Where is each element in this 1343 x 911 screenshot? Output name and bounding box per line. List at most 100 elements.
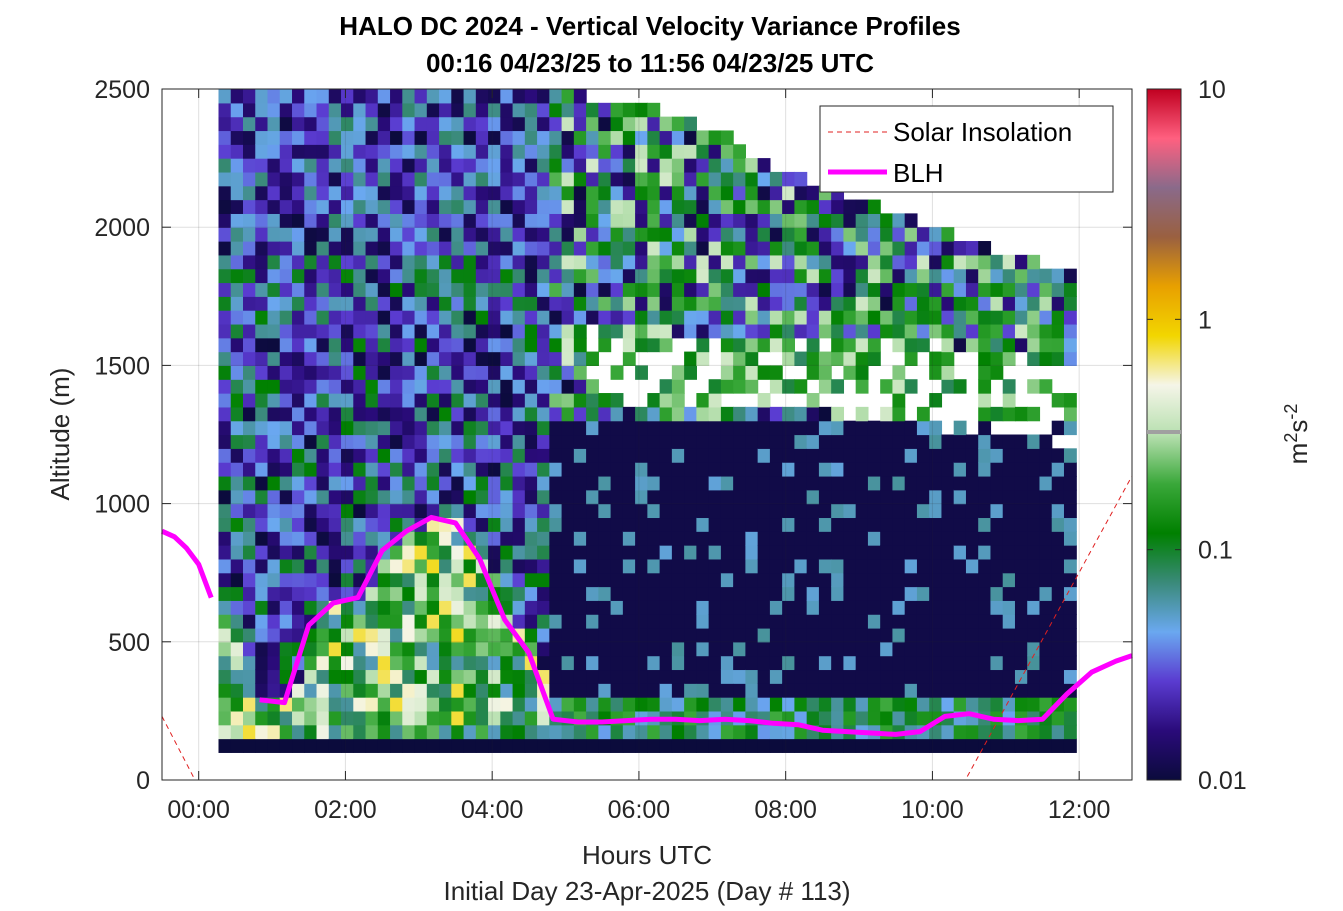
heatmap-cell: [720, 171, 734, 187]
heatmap-cell: [365, 254, 379, 270]
heatmap-cell: [610, 254, 624, 270]
heatmap-cell: [328, 171, 342, 187]
heatmap-cell: [377, 614, 391, 629]
heatmap-cell: [892, 462, 906, 477]
heatmap-cell: [1051, 268, 1065, 284]
heatmap-cell: [745, 323, 759, 339]
heatmap-cell: [831, 489, 845, 505]
heatmap-cell: [818, 420, 832, 436]
heatmap-cell: [341, 627, 354, 643]
heatmap-cell: [806, 434, 820, 449]
heatmap-cell: [304, 683, 318, 698]
heatmap-cell: [414, 337, 428, 353]
heatmap-cell: [365, 171, 379, 187]
heatmap-cell: [769, 282, 783, 297]
heatmap-cell: [953, 531, 967, 546]
heatmap-cell: [647, 448, 661, 463]
heatmap-cell: [475, 724, 489, 740]
heatmap-cell: [941, 351, 955, 366]
heatmap-cell: [353, 185, 367, 201]
heatmap-cell: [439, 683, 452, 698]
heatmap-cell: [304, 130, 318, 145]
heatmap-cell: [414, 710, 428, 726]
heatmap-cell: [904, 503, 918, 519]
heatmap-cell: [292, 406, 305, 422]
heatmap-cell: [341, 282, 354, 297]
heatmap-cell: [230, 227, 244, 242]
heatmap-cell: [573, 572, 587, 588]
heatmap-cell: [561, 89, 575, 104]
heatmap-cell: [500, 365, 514, 380]
heatmap-cell: [292, 144, 305, 159]
heatmap-cell: [892, 710, 906, 726]
heatmap-cell: [475, 116, 489, 132]
heatmap-cell: [1039, 475, 1053, 491]
heatmap-cell: [255, 724, 269, 740]
heatmap-cell: [965, 738, 979, 753]
heatmap-cell: [463, 710, 477, 726]
heatmap-cell: [267, 337, 281, 353]
heatmap-cell: [377, 517, 391, 532]
heatmap-cell: [586, 475, 599, 491]
heatmap-cell: [279, 296, 293, 311]
heatmap-cell: [953, 434, 967, 449]
heatmap-cell: [353, 669, 367, 684]
heatmap-cell: [1002, 434, 1016, 449]
heatmap-cell: [941, 227, 955, 242]
heatmap-cell: [916, 227, 930, 242]
heatmap-cell: [818, 241, 832, 256]
heatmap-cell: [769, 586, 783, 601]
heatmap-cell: [635, 199, 648, 214]
heatmap-cell: [684, 296, 697, 311]
heatmap-cell: [524, 503, 538, 519]
heatmap-cell: [818, 697, 832, 712]
heatmap-cell: [806, 697, 820, 712]
heatmap-cell: [1039, 738, 1053, 753]
heatmap-cell: [353, 475, 367, 491]
heatmap-cell: [696, 545, 710, 560]
heatmap-cell: [745, 185, 759, 201]
heatmap-cell: [218, 489, 232, 505]
heatmap-cell: [279, 116, 293, 132]
heatmap-cell: [598, 227, 612, 242]
heatmap-cell: [659, 337, 673, 353]
heatmap-cell: [549, 627, 563, 643]
heatmap-cell: [549, 323, 563, 339]
heatmap-cell: [218, 586, 232, 601]
heatmap-cell: [929, 489, 943, 505]
heatmap-cell: [414, 351, 428, 366]
heatmap-cell: [696, 393, 710, 408]
heatmap-cell: [916, 710, 930, 726]
heatmap-cell: [904, 213, 918, 228]
heatmap-cell: [243, 475, 256, 491]
heatmap-cell: [782, 462, 795, 477]
heatmap-cell: [757, 171, 771, 187]
heatmap-cell: [671, 572, 685, 588]
heatmap-cell: [402, 558, 416, 574]
heatmap-cell: [524, 268, 538, 284]
heatmap-cell: [328, 241, 342, 256]
heatmap-cell: [402, 102, 416, 118]
heatmap-cell: [292, 600, 305, 615]
heatmap-cell: [916, 462, 930, 477]
heatmap-cell: [965, 683, 979, 698]
heatmap-cell: [965, 572, 979, 588]
heatmap-cell: [304, 462, 318, 477]
heatmap-cell: [292, 697, 305, 712]
heatmap-cell: [818, 655, 832, 671]
heatmap-cell: [377, 406, 391, 422]
heatmap-cell: [782, 641, 795, 657]
heatmap-cell: [769, 738, 783, 753]
heatmap-cell: [733, 489, 746, 505]
heatmap-cell: [463, 600, 477, 615]
series-line-blh: [160, 528, 214, 599]
heatmap-cell: [867, 655, 881, 671]
heatmap-cell: [475, 462, 489, 477]
heatmap-cell: [1027, 627, 1041, 643]
heatmap-cell: [377, 323, 391, 339]
heatmap-cell: [782, 572, 795, 588]
heatmap-cell: [671, 503, 685, 519]
heatmap-cell: [549, 337, 563, 353]
heatmap-cell: [279, 144, 293, 159]
heatmap-cell: [243, 545, 256, 560]
